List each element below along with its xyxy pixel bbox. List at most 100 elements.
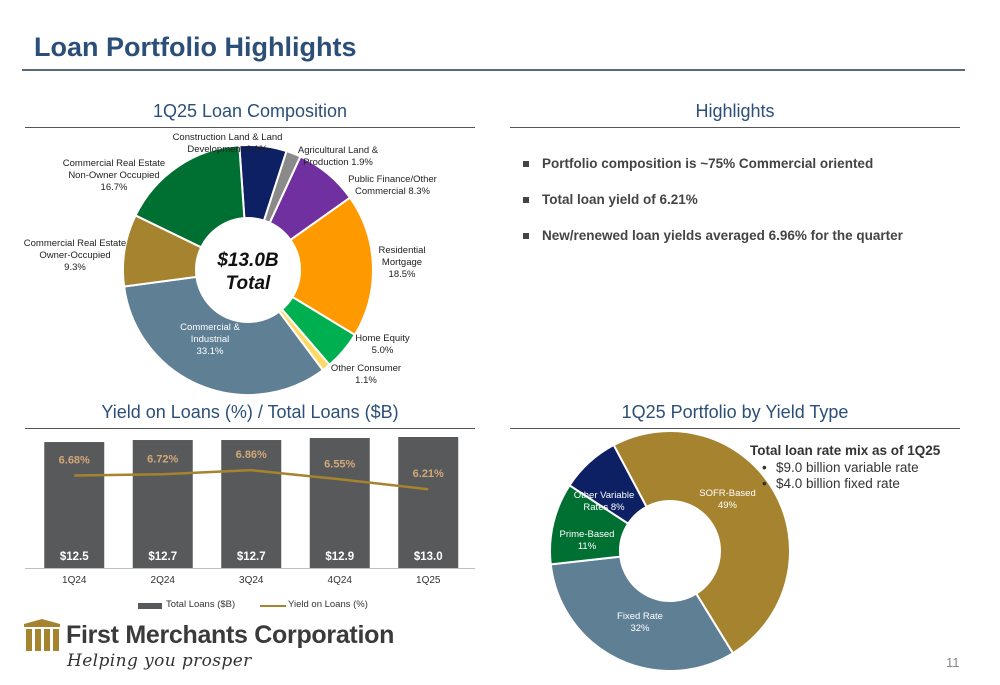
bullet-icon: • [762, 460, 767, 475]
yield-type-label-0: SOFR-Based 49% [680, 488, 775, 512]
composition-slice-8 [134, 144, 246, 249]
square-bullet-icon [523, 161, 529, 167]
loan-bar-label: $13.0 [414, 551, 443, 563]
composition-label-line: Mortgage [381, 257, 423, 268]
composition-label-6: Commercial & Industrial 33.1% [155, 322, 265, 358]
composition-label-line: Other Consumer [330, 363, 402, 374]
rate-mix-box: Total loan rate mix as of 1Q25 • $9.0 bi… [750, 443, 965, 491]
donut-center-total: $13.0B Total [200, 249, 296, 295]
composition-label-line: Commercial Real Estate [62, 158, 166, 169]
composition-label-line: 9.3% [64, 262, 86, 273]
donut-center-caption: Total [225, 273, 271, 294]
donut-center-amount: $13.0B [217, 250, 279, 271]
yield-type-label-line: SOFR-Based [699, 488, 756, 499]
composition-label-5: Other Consumer 1.1% [316, 363, 416, 387]
yield-label: 6.21% [413, 468, 444, 480]
legend-line-label: Yield on Loans (%) [288, 599, 368, 610]
yield-type-label-line: Rates 8% [583, 502, 625, 513]
highlights-section-title: Highlights [695, 101, 775, 121]
category-label: 2Q24 [151, 575, 176, 586]
yield-type-label-line: 49% [717, 500, 737, 511]
composition-label-line: Home Equity [355, 333, 410, 344]
yield-chart-divider [25, 428, 475, 429]
composition-label-0: Construction Land & Land Development 6.1% [160, 132, 295, 156]
composition-label-1: Agricultural Land & Production 1.9% [278, 145, 398, 169]
highlights-divider [510, 127, 960, 128]
rate-mix-item: • $4.0 billion fixed rate [750, 476, 965, 491]
yield-type-label-line: Prime-Based [559, 529, 615, 540]
yield-type-section-title: 1Q25 Portfolio by Yield Type [621, 402, 849, 422]
composition-label-line: 33.1% [196, 346, 224, 357]
composition-label-line: Development 6.1% [187, 144, 268, 155]
legend-bar-label: Total Loans ($B) [166, 599, 236, 610]
yield-line [74, 468, 429, 491]
yield-type-label-2: Prime-Based 11% [545, 529, 629, 553]
yield-label: 6.68% [59, 454, 90, 466]
yield-type-label-line: 11% [577, 541, 597, 552]
category-label: 1Q25 [416, 575, 441, 586]
composition-label-line: 1.1% [355, 375, 377, 386]
rate-mix-item: • $9.0 billion variable rate [750, 460, 965, 475]
yield-label: 6.55% [324, 458, 355, 470]
legend-line-swatch [260, 605, 286, 607]
yield-type-label-line: 32% [630, 623, 650, 634]
category-label: 4Q24 [328, 575, 353, 586]
square-bullet-icon [523, 233, 529, 239]
category-label: 3Q24 [239, 575, 264, 586]
highlight-text: Total loan yield of 6.21% [542, 192, 698, 207]
company-name: First Merchants Corporation [66, 621, 395, 649]
legend-bar-swatch [138, 603, 162, 609]
loan-bar [398, 437, 459, 568]
rate-mix-text: $9.0 billion variable rate [776, 460, 919, 475]
yield-label: 6.86% [236, 449, 267, 461]
yield-type-label-line: Other Variable [573, 490, 635, 501]
composition-label-line: Construction Land & Land [172, 132, 283, 143]
composition-label-line: 16.7% [100, 182, 128, 193]
composition-label-line: Commercial 8.3% [355, 186, 430, 197]
highlight-item: New/renewed loan yields averaged 6.96% f… [522, 228, 962, 243]
yield-type-divider [510, 428, 960, 429]
composition-label-2: Public Finance/Other Commercial 8.3% [330, 174, 455, 198]
loan-bar-label: $12.7 [148, 551, 177, 563]
company-tagline: Helping you prosper [67, 651, 252, 671]
loan-bar-label: $12.7 [237, 551, 266, 563]
category-label: 1Q24 [62, 575, 87, 586]
square-bullet-icon [523, 197, 529, 203]
yield-loans-combo-chart: $12.5 6.68% 1Q24 $12.7 6.72% 2Q24 $12.7 6.86% 3Q… [25, 437, 475, 586]
composition-label-line: Commercial & [180, 322, 240, 333]
yield-type-label-3: Other Variable Rates 8% [558, 490, 650, 514]
composition-label-line: Non-Owner Occupied [68, 170, 160, 181]
rate-mix-text: $4.0 billion fixed rate [776, 476, 900, 491]
page-title: Loan Portfolio Highlights [34, 32, 357, 62]
yield-chart-section-title: Yield on Loans (%) / Total Loans ($B) [101, 402, 399, 422]
composition-label-line: 5.0% [371, 345, 394, 356]
bank-building-icon [24, 619, 60, 651]
composition-section-title: 1Q25 Loan Composition [152, 101, 348, 121]
loan-bar-label: $12.5 [60, 551, 89, 563]
composition-label-line: Commercial Real Estate [23, 238, 127, 249]
loan-bar-label: $12.9 [325, 551, 354, 563]
composition-slice-3 [289, 196, 374, 337]
composition-label-line: Owner-Occupied [39, 250, 111, 261]
page-number: 11 [946, 655, 960, 670]
composition-label-4: Home Equity 5.0% [340, 333, 425, 357]
composition-label-7: Commercial Real Estate Owner-Occupied 9.3% [10, 238, 140, 274]
yield-type-donut [549, 430, 791, 670]
rate-mix-title: Total loan rate mix as of 1Q25 [750, 443, 941, 458]
yield-type-label-1: Fixed Rate 32% [600, 611, 680, 635]
highlight-item: Portfolio composition is ~75% Commercial… [522, 156, 962, 171]
bullet-icon: • [762, 476, 767, 491]
highlight-item: Total loan yield of 6.21% [522, 192, 962, 207]
composition-label-3: Residential Mortgage 18.5% [352, 245, 452, 281]
composition-label-line: Agricultural Land & [297, 145, 379, 156]
composition-label-line: 18.5% [388, 269, 416, 280]
title-divider [22, 69, 965, 71]
yield-type-slice-3 [568, 443, 648, 526]
composition-divider [25, 127, 475, 128]
loan-bar [132, 440, 193, 568]
loan-bar [309, 438, 370, 568]
yield-type-label-line: Fixed Rate [617, 611, 663, 622]
composition-label-line: Production 1.9% [303, 157, 373, 168]
composition-label-line: Residential [378, 245, 426, 256]
composition-label-8: Commercial Real Estate Non-Owner Occupied… [44, 158, 184, 194]
